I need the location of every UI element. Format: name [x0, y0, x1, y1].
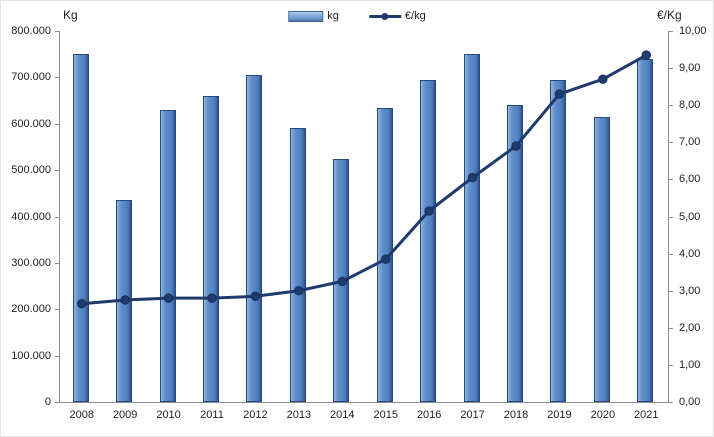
line-path	[81, 53, 648, 306]
left-axis-tick-mark	[55, 77, 60, 79]
right-axis-tick-label: 10,00	[679, 25, 707, 37]
x-axis-label-2021: 2021	[634, 409, 659, 421]
right-axis-tick-label: 1,00	[679, 358, 701, 371]
line-marker-2020	[598, 74, 608, 84]
line-marker-2012	[250, 291, 261, 301]
bar-2010	[159, 109, 176, 402]
right-axis-tick-label: 4,00	[679, 247, 701, 260]
bar-2017	[463, 54, 480, 402]
right-axis-tick-mark	[668, 31, 673, 32]
line-marker-2014	[337, 276, 347, 287]
x-axis-label-2011: 2011	[200, 409, 224, 421]
bar-2016	[420, 79, 437, 402]
left-axis-tick-label: 700.000	[11, 71, 51, 84]
right-axis-tick-label: 2,00	[679, 321, 701, 334]
bar-2011	[203, 95, 219, 402]
x-axis-label-2017: 2017	[460, 409, 485, 421]
x-axis-label-2016: 2016	[416, 409, 442, 421]
line-marker-2018	[511, 141, 521, 151]
x-axis-label-2013: 2013	[286, 409, 312, 421]
right-axis-tick-mark	[668, 402, 673, 403]
right-axis-tick-label: 6,00	[679, 173, 701, 186]
legend-item-eur-per-kg: €/kg	[368, 10, 426, 22]
left-axis-tick-mark	[55, 216, 60, 218]
line-marker-2013	[294, 286, 304, 296]
right-axis-tick-label: 3,00	[679, 284, 701, 297]
left-axis-tick-mark	[55, 31, 60, 32]
left-axis-tick-label: 600.000	[11, 117, 51, 130]
right-axis-title: €/Kg	[657, 8, 682, 22]
right-axis-tick-mark	[668, 216, 673, 218]
x-axis-label-2008: 2008	[69, 409, 94, 421]
right-axis-tick-mark	[668, 290, 673, 292]
line-marker-2011	[207, 293, 217, 303]
line-marker-2010	[163, 293, 174, 303]
right-axis-tick-label: 8,00	[679, 99, 701, 112]
line-marker-2009	[120, 295, 130, 305]
x-axis-label-2018: 2018	[503, 409, 529, 421]
x-axis-label-2010: 2010	[156, 409, 181, 421]
line-marker-2008	[77, 298, 87, 309]
right-axis-tick-label: 7,00	[679, 136, 701, 149]
left-axis-tick-label: 400.000	[11, 210, 51, 223]
bar-2013	[289, 128, 306, 402]
x-axis-label-2014: 2014	[330, 409, 355, 421]
left-axis-tick-mark	[55, 309, 60, 311]
left-axis-tick-label: 500.000	[11, 164, 51, 177]
bar-2018	[507, 105, 523, 402]
x-axis-label-2020: 2020	[590, 409, 616, 421]
left-axis-tick-mark	[55, 262, 60, 264]
right-axis-tick-mark	[668, 253, 673, 255]
line-swatch-marker	[380, 12, 388, 20]
bar-2008	[72, 54, 89, 402]
line-marker-2021	[641, 50, 651, 60]
legend-label-kg: kg	[327, 10, 339, 22]
plot-area: 800.000 700.000 600.000 500.000 400.000 300.0…	[11, 25, 706, 421]
right-axis-tick-label: 0,00	[679, 396, 701, 408]
left-axis-tick-mark	[55, 123, 60, 125]
line-marker-2019	[554, 89, 565, 99]
left-axis-tick-mark	[55, 170, 60, 172]
bar-series-swatch	[288, 10, 324, 22]
eur-per-kg-line-series	[77, 50, 651, 309]
right-axis-tick-mark	[668, 327, 673, 329]
right-axis-tick-mark	[668, 105, 673, 107]
left-axis-tick-label: 800.000	[11, 25, 51, 37]
legend-label-eur-per-kg: €/kg	[404, 10, 426, 22]
left-axis-tick-label: 0	[44, 396, 51, 408]
left-axis-tick-label: 100.000	[11, 349, 51, 362]
right-axis-tick-label: 9,00	[679, 62, 701, 75]
legend-item-kg: kg	[288, 10, 339, 22]
left-axis-tick-mark	[55, 402, 60, 403]
bar-2019	[550, 79, 567, 402]
right-axis-tick-mark	[668, 364, 673, 366]
x-axis-label-2015: 2015	[373, 409, 398, 421]
right-axis-tick-mark	[668, 142, 673, 144]
line-marker-2016	[424, 206, 434, 216]
x-axis-label-2009: 2009	[112, 409, 138, 421]
bar-2020	[593, 116, 610, 402]
left-axis-tick-mark	[55, 355, 60, 357]
line-series-swatch	[368, 12, 401, 21]
bar-2012	[246, 75, 263, 402]
x-axis-label-2019: 2019	[547, 409, 572, 421]
chart-legend: kg €/kg	[288, 10, 426, 22]
left-axis-tick-label: 200.000	[11, 303, 51, 316]
left-axis-tick-label: 300.000	[11, 256, 51, 269]
line-marker-2015	[381, 254, 391, 264]
right-axis-tick-label: 5,00	[679, 210, 701, 223]
line-marker-2017	[467, 172, 478, 183]
right-axis-tick-mark	[668, 68, 673, 70]
left-axis-title: Kg	[63, 8, 78, 22]
x-axis-label-2012: 2012	[243, 409, 268, 421]
right-axis-tick-mark	[668, 179, 673, 181]
